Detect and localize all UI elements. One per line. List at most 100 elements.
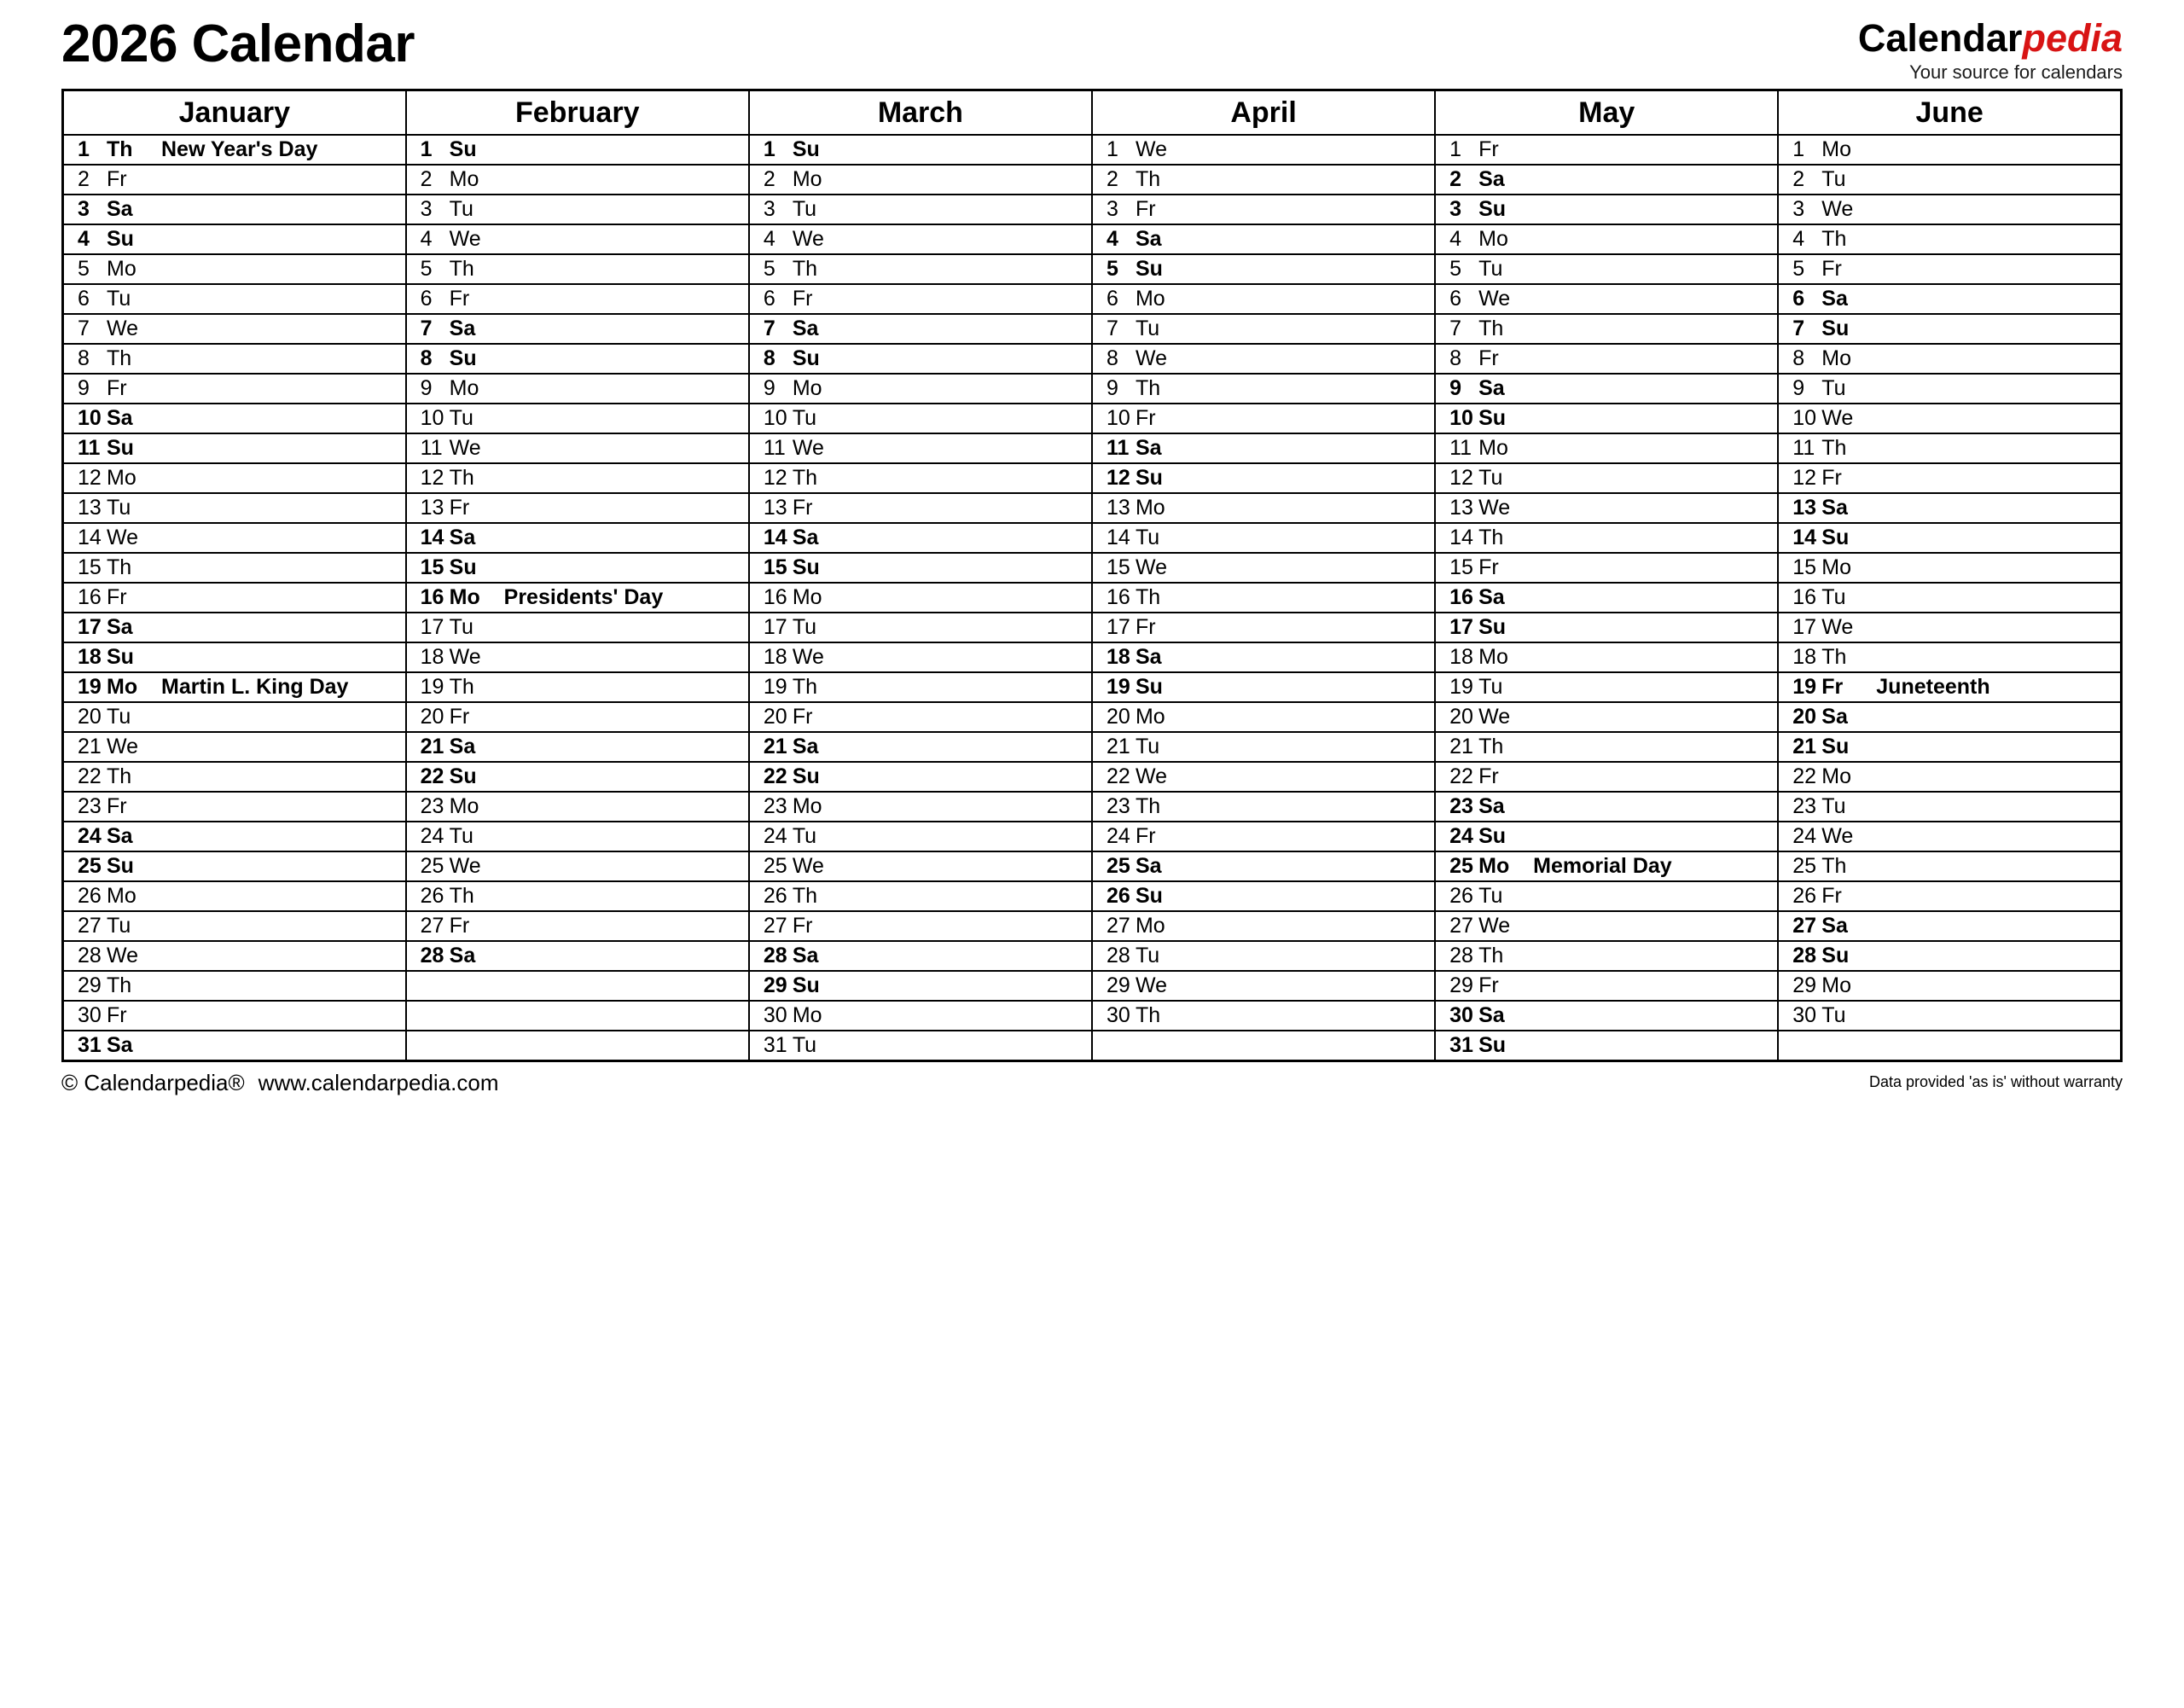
day-cell[interactable]: 3 Sa xyxy=(61,194,407,225)
day-cell[interactable]: 29 Fr xyxy=(1434,970,1780,1002)
day-cell[interactable]: 26 Fr xyxy=(1777,880,2123,912)
day-cell[interactable]: 6 Tu xyxy=(61,283,407,315)
day-cell[interactable]: 27 Tu xyxy=(61,910,407,942)
day-cell[interactable]: 2 Fr xyxy=(61,164,407,195)
day-cell[interactable]: 18 We xyxy=(404,642,750,673)
day-cell[interactable]: 8 Th xyxy=(61,343,407,375)
day-cell[interactable]: 23 Mo xyxy=(747,791,1093,822)
day-cell[interactable]: 30 Sa xyxy=(1434,1000,1780,1031)
day-cell[interactable]: 6 Mo xyxy=(1090,283,1437,315)
day-cell[interactable]: 6 Fr xyxy=(404,283,750,315)
day-cell[interactable]: 23 Sa xyxy=(1434,791,1780,822)
day-cell[interactable]: 18 Su xyxy=(61,642,407,673)
day-cell[interactable]: 17 Tu xyxy=(747,612,1093,643)
day-cell[interactable]: 26 Tu xyxy=(1434,880,1780,912)
day-cell[interactable]: 25 Sa xyxy=(1090,851,1437,882)
day-cell[interactable]: 16 Sa xyxy=(1434,582,1780,613)
day-cell[interactable]: 20 Tu xyxy=(61,701,407,733)
day-cell[interactable]: 24 We xyxy=(1777,821,2123,852)
day-cell[interactable]: 4 Su xyxy=(61,224,407,255)
day-cell[interactable]: 21 Sa xyxy=(404,731,750,763)
day-cell[interactable]: 27 Fr xyxy=(747,910,1093,942)
day-cell[interactable]: 14 Sa xyxy=(404,522,750,554)
day-cell[interactable]: 12 Su xyxy=(1090,462,1437,494)
day-cell[interactable]: 4 We xyxy=(747,224,1093,255)
day-cell[interactable]: 2 Mo xyxy=(404,164,750,195)
day-cell[interactable]: 26 Th xyxy=(404,880,750,912)
day-cell[interactable]: 28 We xyxy=(61,940,407,972)
day-cell[interactable]: 24 Sa xyxy=(61,821,407,852)
day-cell[interactable]: 7 Sa xyxy=(747,313,1093,345)
day-cell[interactable]: 1 Mo xyxy=(1777,134,2123,166)
day-cell[interactable]: 12 Tu xyxy=(1434,462,1780,494)
day-cell[interactable]: 9 Tu xyxy=(1777,373,2123,404)
day-cell[interactable]: 22 We xyxy=(1090,761,1437,793)
day-cell[interactable]: 5 Mo xyxy=(61,253,407,285)
day-cell[interactable]: 25 Mo Memorial Day xyxy=(1434,851,1780,882)
day-cell[interactable]: 28 Su xyxy=(1777,940,2123,972)
day-cell[interactable]: 24 Tu xyxy=(747,821,1093,852)
day-cell[interactable]: 26 Su xyxy=(1090,880,1437,912)
day-cell[interactable]: 26 Th xyxy=(747,880,1093,912)
day-cell[interactable]: 14 Tu xyxy=(1090,522,1437,554)
day-cell[interactable]: 3 Tu xyxy=(747,194,1093,225)
day-cell[interactable]: 30 Th xyxy=(1090,1000,1437,1031)
day-cell[interactable]: 27 Mo xyxy=(1090,910,1437,942)
day-cell[interactable]: 1 We xyxy=(1090,134,1437,166)
day-cell[interactable]: 13 Sa xyxy=(1777,492,2123,524)
day-cell[interactable]: 15 Su xyxy=(404,552,750,584)
day-cell[interactable]: 6 Sa xyxy=(1777,283,2123,315)
day-cell[interactable]: 10 Tu xyxy=(404,403,750,434)
day-cell[interactable]: 7 Tu xyxy=(1090,313,1437,345)
day-cell[interactable]: 16 Tu xyxy=(1777,582,2123,613)
day-cell[interactable]: 11 We xyxy=(404,433,750,464)
day-cell[interactable]: 19 Tu xyxy=(1434,671,1780,703)
day-cell[interactable]: 21 We xyxy=(61,731,407,763)
day-cell[interactable]: 4 Sa xyxy=(1090,224,1437,255)
day-cell[interactable]: 23 Mo xyxy=(404,791,750,822)
day-cell[interactable]: 17 Sa xyxy=(61,612,407,643)
day-cell[interactable]: 5 Tu xyxy=(1434,253,1780,285)
day-cell[interactable]: 31 Tu xyxy=(747,1030,1093,1062)
day-cell[interactable]: 20 Fr xyxy=(404,701,750,733)
day-cell[interactable]: 25 Th xyxy=(1777,851,2123,882)
day-cell[interactable]: 30 Tu xyxy=(1777,1000,2123,1031)
day-cell[interactable]: 14 Th xyxy=(1434,522,1780,554)
day-cell[interactable]: 16 Fr xyxy=(61,582,407,613)
day-cell[interactable]: 15 Fr xyxy=(1434,552,1780,584)
day-cell[interactable]: 11 Sa xyxy=(1090,433,1437,464)
day-cell[interactable]: 7 Sa xyxy=(404,313,750,345)
day-cell[interactable]: 30 Mo xyxy=(747,1000,1093,1031)
day-cell[interactable]: 21 Tu xyxy=(1090,731,1437,763)
day-cell[interactable]: 13 Mo xyxy=(1090,492,1437,524)
day-cell[interactable]: 22 Mo xyxy=(1777,761,2123,793)
day-cell[interactable]: 21 Su xyxy=(1777,731,2123,763)
day-cell[interactable]: 24 Su xyxy=(1434,821,1780,852)
day-cell[interactable]: 18 Sa xyxy=(1090,642,1437,673)
day-cell[interactable]: 19 Th xyxy=(404,671,750,703)
day-cell[interactable]: 19 Su xyxy=(1090,671,1437,703)
day-cell[interactable]: 15 Th xyxy=(61,552,407,584)
day-cell[interactable]: 19 Th xyxy=(747,671,1093,703)
day-cell[interactable]: 19 Fr Juneteenth xyxy=(1777,671,2123,703)
day-cell[interactable]: 12 Fr xyxy=(1777,462,2123,494)
day-cell[interactable]: 13 Tu xyxy=(61,492,407,524)
day-cell[interactable]: 23 Tu xyxy=(1777,791,2123,822)
day-cell[interactable]: 4 Th xyxy=(1777,224,2123,255)
day-cell[interactable]: 22 Th xyxy=(61,761,407,793)
day-cell[interactable]: 13 We xyxy=(1434,492,1780,524)
day-cell[interactable]: 15 We xyxy=(1090,552,1437,584)
day-cell[interactable]: 2 Mo xyxy=(747,164,1093,195)
day-cell[interactable]: 7 Su xyxy=(1777,313,2123,345)
day-cell[interactable]: 25 We xyxy=(404,851,750,882)
day-cell[interactable]: 11 Su xyxy=(61,433,407,464)
day-cell[interactable]: 24 Tu xyxy=(404,821,750,852)
day-cell[interactable]: 10 Su xyxy=(1434,403,1780,434)
day-cell[interactable]: 26 Mo xyxy=(61,880,407,912)
day-cell[interactable]: 30 Fr xyxy=(61,1000,407,1031)
day-cell[interactable]: 28 Tu xyxy=(1090,940,1437,972)
day-cell[interactable]: 7 Th xyxy=(1434,313,1780,345)
day-cell[interactable]: 18 Mo xyxy=(1434,642,1780,673)
day-cell[interactable]: 1 Su xyxy=(404,134,750,166)
day-cell[interactable]: 29 Th xyxy=(61,970,407,1002)
